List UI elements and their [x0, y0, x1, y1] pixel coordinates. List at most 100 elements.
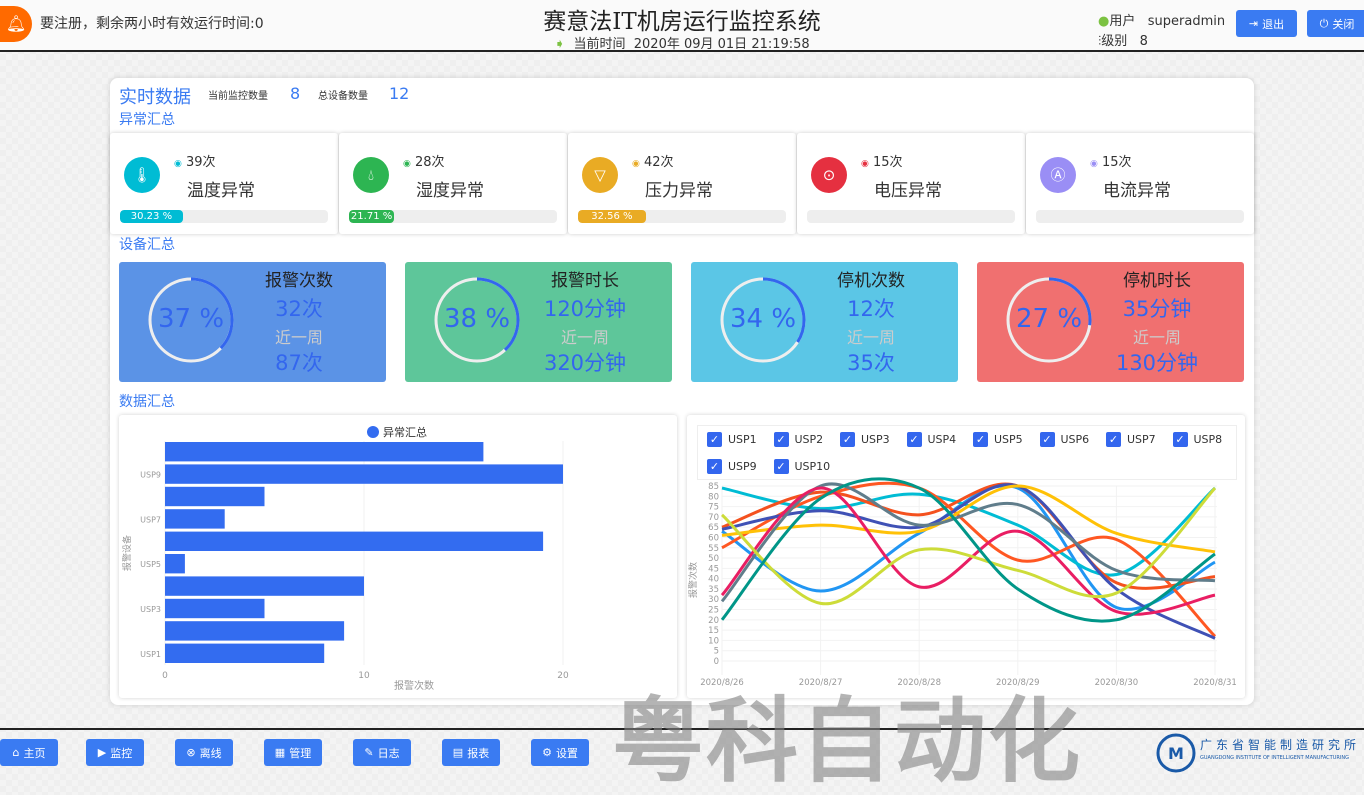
- device-metric-value: 120分钟: [543, 297, 627, 321]
- bar[interactable]: [165, 554, 185, 574]
- nav-button-3[interactable]: ⊗ 离线: [175, 739, 233, 766]
- nav-button-4[interactable]: ▦ 管理: [264, 739, 322, 766]
- nav-button-1[interactable]: ⌂ 主页: [0, 739, 58, 766]
- abnormal-card[interactable]: ⊙ ◉ 15次 电压异常: [797, 133, 1025, 234]
- legend-checkbox-usp7[interactable]: ✓ USP7: [1106, 432, 1156, 447]
- report-icon: ▤: [452, 746, 464, 759]
- logo-en: GUANGDONG INSTITUTE OF INTELLIGENT MANUF…: [1200, 755, 1349, 761]
- legend-checkbox-usp4[interactable]: ✓ USP4: [906, 432, 956, 447]
- device-card[interactable]: 37 % 报警次数 32次 近一周 87次: [119, 262, 386, 382]
- thermometer-icon: 🌡︎: [124, 157, 160, 193]
- ring-percent: 27 %: [1015, 304, 1083, 334]
- bar[interactable]: [165, 531, 544, 551]
- bar[interactable]: [165, 643, 325, 663]
- legend-checkbox-usp10[interactable]: ✓ USP10: [773, 459, 830, 474]
- current-time: ➧ 当前时间 2020年 09月 01日 21:19:58: [482, 33, 882, 52]
- nav-button-2[interactable]: ▶ 监控: [86, 739, 144, 766]
- legend-checkbox-usp1[interactable]: ✓ USP1: [707, 432, 757, 447]
- bar[interactable]: [165, 464, 563, 484]
- bar[interactable]: [165, 576, 364, 596]
- legend-checkbox-usp8[interactable]: ✓ USP8: [1172, 432, 1222, 447]
- device-card[interactable]: 27 % 停机时长 35分钟 近一周 130分钟: [977, 262, 1244, 382]
- series-line-usp10[interactable]: [720, 477, 1216, 623]
- series-line-usp1[interactable]: [721, 484, 1216, 611]
- device-metric-name: 报警时长: [551, 271, 619, 291]
- progress-bar: [1036, 210, 1244, 223]
- bar[interactable]: [165, 509, 225, 529]
- nav-button-7[interactable]: ⚙ 设置: [531, 739, 589, 766]
- bar[interactable]: [165, 486, 265, 507]
- legend-checkbox-usp2[interactable]: ✓ USP2: [773, 432, 823, 447]
- nav-button-5[interactable]: ✎ 日志: [353, 739, 411, 766]
- week-value: 320分钟: [543, 351, 627, 375]
- arrow-icon: ➧: [554, 37, 566, 52]
- user-info: ●用户 superadmin: [1098, 10, 1225, 29]
- y-tick-label: 60: [708, 533, 719, 543]
- abnormal-card[interactable]: ▽ ◉ 42次 压力异常 32.56 %: [568, 133, 796, 234]
- series-line-usp4[interactable]: [721, 481, 1217, 638]
- week-value: 87次: [275, 351, 323, 375]
- series-line-usp5[interactable]: [721, 483, 1216, 640]
- page-title: 赛意法IT机房运行监控系统: [543, 9, 821, 35]
- x-tick-label: 20: [557, 671, 569, 681]
- grid-icon: ▦: [274, 746, 286, 759]
- y-tick-label: 10: [708, 636, 719, 646]
- checkbox-checked-icon: ✓: [773, 432, 789, 447]
- abnormal-name: 电流异常: [1103, 181, 1171, 201]
- legend-label[interactable]: 异常汇总: [383, 425, 427, 439]
- abnormal-card[interactable]: 💧︎ ◉ 28次 湿度异常 21.71 %: [339, 133, 567, 234]
- device-card[interactable]: 34 % 停机次数 12次 近一周 35次: [691, 262, 958, 382]
- series-line-usp8[interactable]: [720, 486, 1216, 616]
- y-tick-label: 40: [708, 575, 719, 585]
- abnormal-card[interactable]: 🌡︎ ◉ 39次 温度异常 30.23 %: [110, 133, 338, 234]
- y-tick-label: 70: [708, 513, 719, 523]
- bell-icon[interactable]: 🔔︎: [0, 6, 32, 42]
- bar[interactable]: [165, 598, 265, 619]
- week-label: 近一周: [846, 328, 895, 347]
- ring-percent: 34 %: [729, 304, 797, 334]
- legend-checkbox-usp6[interactable]: ✓ USP6: [1039, 432, 1090, 447]
- abnormal-count: ◉ 39次: [174, 151, 216, 170]
- legend-checkbox-usp9[interactable]: ✓ USP9: [707, 459, 757, 474]
- device-card[interactable]: 38 % 报警时长 120分钟 近一周 320分钟: [405, 262, 672, 382]
- bar[interactable]: [165, 442, 484, 462]
- user-icon: ●: [1098, 14, 1110, 29]
- series-line-usp9[interactable]: [720, 487, 1217, 606]
- week-value: 35次: [847, 351, 895, 375]
- nav-label: 离线: [199, 746, 222, 760]
- dot-icon: ◉: [632, 159, 640, 169]
- abnormal-card[interactable]: Ⓐ ◉ 15次 电流异常: [1026, 133, 1254, 234]
- series-line-usp6[interactable]: [721, 484, 1216, 554]
- legend-checkbox-usp3[interactable]: ✓ USP3: [840, 432, 890, 447]
- count-value: 15次: [1102, 155, 1132, 170]
- close-button[interactable]: ⏻ 关闭: [1307, 10, 1364, 37]
- home-icon: ⌂: [12, 746, 20, 759]
- dot-icon: ◉: [861, 159, 869, 169]
- x-tick-label: 0: [162, 671, 168, 681]
- logout-button[interactable]: ⇥ 退出: [1236, 10, 1297, 37]
- nav-button-6[interactable]: ▤ 报表: [442, 739, 500, 766]
- x-tick-label: 2020/8/27: [799, 678, 843, 688]
- header: 🔔︎ 要注册，剩余两小时有效运行时间:0 赛意法IT机房运行监控系统 ➧ 当前时…: [0, 0, 1364, 52]
- y-tick-label: USP9: [140, 471, 161, 480]
- level-label: 级别: [1101, 34, 1128, 49]
- legend-checkbox-usp5[interactable]: ✓ USP5: [973, 432, 1023, 447]
- x-tick-label: 2020/8/30: [1095, 678, 1139, 688]
- checkbox-checked-icon: ✓: [707, 432, 722, 447]
- series-name: USP7: [1127, 433, 1156, 446]
- y-tick-label: USP3: [140, 605, 161, 614]
- series-line-usp3[interactable]: [721, 482, 1216, 590]
- count-value: 28次: [415, 155, 445, 170]
- legend-marker: [367, 426, 379, 438]
- series-line-usp2[interactable]: [721, 486, 1216, 577]
- bar[interactable]: [165, 621, 345, 641]
- series-name: USP5: [994, 433, 1023, 446]
- line-chart: ✓ USP1 ✓ USP2 ✓ USP3 ✓ USP4 ✓ USP5 ✓ USP6 ✓ USP7 ✓ USP8…: [687, 415, 1245, 698]
- logo-cn: 广东省智能制造研究所: [1200, 738, 1361, 752]
- nav-label: 设置: [555, 746, 578, 760]
- license-notice: 要注册，剩余两小时有效运行时间:0: [40, 16, 264, 32]
- progress-fill: 21.71 %: [349, 210, 395, 223]
- series-name: USP6: [1060, 433, 1090, 446]
- series-line-usp7[interactable]: [720, 482, 1216, 603]
- y-tick-label: 50: [708, 554, 719, 564]
